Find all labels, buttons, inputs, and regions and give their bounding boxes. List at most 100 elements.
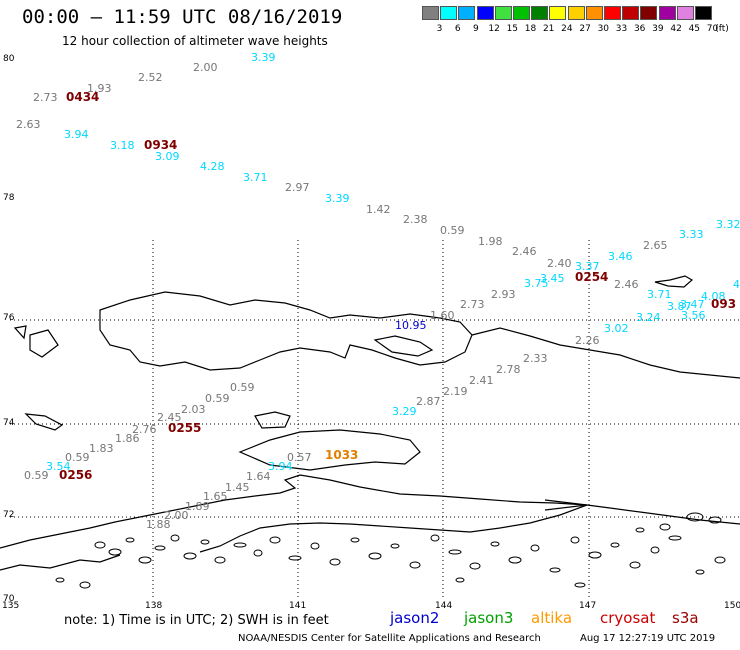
legend-label: 70 xyxy=(706,24,719,34)
legend-label: 36 xyxy=(633,24,646,34)
wave-height-value: 3.39 xyxy=(325,192,350,205)
wave-height-value: 2.33 xyxy=(523,352,548,365)
wave-height-value: 1.83 xyxy=(89,442,114,455)
wave-height-value: 0.59 xyxy=(230,381,255,394)
wave-height-value: 3.87 xyxy=(667,300,692,313)
wave-height-value: 1.98 xyxy=(478,235,503,248)
wave-height-value: 2.87 xyxy=(416,395,441,408)
wave-height-value: 3.32 xyxy=(716,218,740,231)
wave-height-value: 2.63 xyxy=(16,118,41,131)
wave-height-value: 3.39 xyxy=(251,51,276,64)
latitude-label: 76 xyxy=(3,313,15,323)
longitude-label: 150 xyxy=(724,601,740,611)
longitude-label: 144 xyxy=(435,601,453,611)
legend-label: 3 xyxy=(436,24,443,34)
faddeyevsky-shore xyxy=(471,327,740,379)
wave-height-value: 1.86 xyxy=(115,432,140,445)
wave-height-value: 2.41 xyxy=(469,374,494,387)
mainland-coast xyxy=(0,474,588,553)
wave-height-value: 4.08 xyxy=(701,290,726,303)
graticule xyxy=(10,240,740,600)
legend-label: 6 xyxy=(454,24,461,34)
wave-height-value: 1.42 xyxy=(366,203,391,216)
wave-height-value: 3.71 xyxy=(647,288,672,301)
wave-height-value: 1.93 xyxy=(87,82,112,95)
wave-height-value: 3.56 xyxy=(681,309,706,322)
legend-label: 30 xyxy=(597,24,610,34)
pass-time: 093 xyxy=(711,297,737,311)
wave-height-value: 3.18 xyxy=(110,139,135,152)
wave-height-value: 2.93 xyxy=(491,288,516,301)
satellite-altika: altika xyxy=(531,609,573,627)
wave-height-value: 2.00 xyxy=(164,509,189,522)
wave-height-value: 4 xyxy=(733,278,740,291)
wave-height-value: 3.54 xyxy=(46,460,71,473)
wave-height-value: 1.88 xyxy=(146,518,171,531)
wave-height-value: 2.52 xyxy=(138,71,163,84)
latitude-label: 78 xyxy=(3,193,15,203)
satellite-s3a: s3a xyxy=(672,609,699,627)
wave-height-value: 2.97 xyxy=(285,181,310,194)
wave-height-value: 3.29 xyxy=(392,405,417,418)
wave-height-value: 3.94 xyxy=(268,460,293,473)
wave-height-value: 4.28 xyxy=(200,160,225,173)
wave-height-value: 0.59 xyxy=(24,469,49,482)
credit-line: NOAA/NESDIS Center for Satellite Applica… xyxy=(238,633,541,644)
wave-height-value: 0.59 xyxy=(65,451,90,464)
satellite-jason2: jason2 xyxy=(390,609,440,627)
map-title: 00:00 – 11:59 UTC 08/16/2019 xyxy=(22,6,343,28)
wave-height-value: 3.47 xyxy=(680,298,705,311)
legend-label: 42 xyxy=(670,24,682,34)
wave-height-value: 3.94 xyxy=(64,128,89,141)
svyatoy-nos-cape xyxy=(544,499,588,511)
generation-timestamp: Aug 17 12:27:19 UTC 2019 xyxy=(580,633,716,644)
legend-swatch xyxy=(695,6,712,20)
wave-height-value: 2.26 xyxy=(575,334,600,347)
pass-time: 0254 xyxy=(575,270,609,284)
wave-height-value: 2.45 xyxy=(157,411,182,424)
wave-height-value: 10.95 xyxy=(395,319,427,332)
longitude-label: 138 xyxy=(145,601,163,611)
wave-height-value: 3.75 xyxy=(524,277,549,290)
small-islet-west xyxy=(29,329,59,358)
longitude-label: 141 xyxy=(289,601,307,611)
legend-swatch xyxy=(658,6,676,20)
bennett-island xyxy=(654,275,694,288)
latitude-label: 72 xyxy=(3,510,15,520)
legend-label: 15 xyxy=(506,24,519,34)
longitude-label: 135 xyxy=(2,601,20,611)
legend-swatch xyxy=(676,6,694,20)
legend-swatch xyxy=(622,6,640,20)
wave-height-value: 1.64 xyxy=(246,470,271,483)
wave-height-value: 3.71 xyxy=(243,171,268,184)
wave-height-value: 2.03 xyxy=(181,403,206,416)
satellite-jason3: jason3 xyxy=(464,609,514,627)
legend-label: 12 xyxy=(488,24,500,34)
legend-label: 27 xyxy=(579,24,591,34)
legend-unit: (ft) xyxy=(715,24,729,34)
wave-height-value: 3.37 xyxy=(575,260,600,273)
wave-height-value: 1.65 xyxy=(203,490,228,503)
legend-label: 18 xyxy=(524,24,537,34)
delta-lakes xyxy=(55,512,726,589)
legend-swatch xyxy=(513,6,530,20)
legend-swatch xyxy=(494,6,512,20)
map-subtitle: 12 hour collection of altimeter wave hei… xyxy=(62,34,328,48)
legend-swatch xyxy=(531,6,549,20)
wave-height-value: 2.73 xyxy=(460,298,485,311)
big-lyakhovsky-island xyxy=(238,429,421,471)
legend-swatch xyxy=(604,6,621,20)
delta-coast xyxy=(0,554,121,571)
wave-height-value: 0.59 xyxy=(440,224,465,237)
latitude-label: 74 xyxy=(3,418,15,428)
legend-swatch xyxy=(458,6,476,20)
legend-swatch xyxy=(567,6,585,20)
legend-swatch xyxy=(440,6,458,20)
latitude-label: 70 xyxy=(3,594,15,604)
mainland-coast-east xyxy=(586,504,740,525)
footer-note: note: 1) Time is in UTC; 2) SWH is in fe… xyxy=(64,613,329,628)
wave-height-value: 2.65 xyxy=(643,239,668,252)
wave-height-value: 2.46 xyxy=(614,278,639,291)
legend-label: 33 xyxy=(615,24,628,34)
